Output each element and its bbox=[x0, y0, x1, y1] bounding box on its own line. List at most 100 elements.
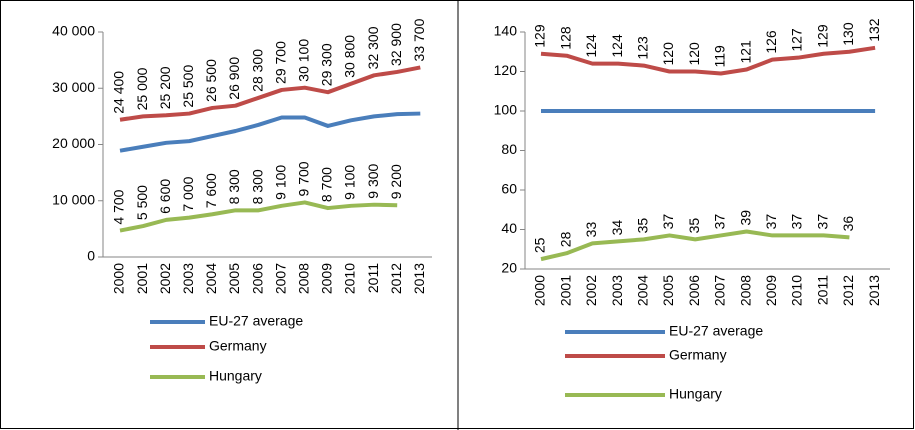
data-label: 9 700 bbox=[296, 161, 312, 196]
series-line bbox=[119, 200, 398, 233]
y-tick-label: 30 000 bbox=[52, 79, 95, 95]
series-line bbox=[119, 65, 421, 122]
data-label: 26 900 bbox=[226, 57, 242, 100]
x-tick-label: 2006 bbox=[686, 275, 702, 306]
data-label: 25 bbox=[532, 237, 548, 253]
series-line bbox=[119, 111, 421, 153]
x-tick-label: 2000 bbox=[111, 263, 127, 294]
x-tick-label: 2013 bbox=[866, 275, 882, 306]
data-label: 34 bbox=[609, 220, 625, 236]
data-label: 6 600 bbox=[157, 179, 173, 214]
data-label: 33 bbox=[583, 222, 599, 238]
x-tick-label: 2005 bbox=[226, 263, 242, 294]
data-label: 30 800 bbox=[342, 35, 358, 78]
data-label: 124 bbox=[609, 34, 625, 58]
x-tick-label: 2011 bbox=[365, 263, 381, 293]
y-tick-label: 0 bbox=[87, 248, 95, 264]
x-tick-label: 2012 bbox=[840, 275, 856, 306]
y-tick-label: 60 bbox=[501, 181, 517, 197]
data-label: 129 bbox=[814, 24, 830, 48]
data-label: 25 500 bbox=[180, 65, 196, 108]
x-tick-label: 2003 bbox=[180, 263, 196, 294]
y-tick-label: 120 bbox=[494, 62, 518, 78]
data-label: 126 bbox=[763, 30, 779, 54]
data-label: 8 700 bbox=[319, 167, 335, 202]
data-label: 32 900 bbox=[388, 23, 404, 66]
data-label: 9 200 bbox=[388, 164, 404, 199]
data-label: 127 bbox=[789, 28, 805, 52]
x-tick-label: 2007 bbox=[712, 275, 728, 306]
legend-label: Hungary bbox=[669, 386, 722, 402]
data-label: 25 200 bbox=[157, 66, 173, 109]
data-label: 28 300 bbox=[249, 49, 265, 92]
data-label: 120 bbox=[686, 42, 702, 66]
legend-label: EU-27 average bbox=[669, 323, 763, 339]
legend-label: Hungary bbox=[209, 368, 262, 384]
data-label: 32 300 bbox=[365, 26, 381, 69]
data-label: 37 bbox=[789, 214, 805, 230]
data-label: 128 bbox=[557, 26, 573, 50]
data-label: 130 bbox=[840, 22, 856, 46]
x-tick-label: 2013 bbox=[411, 263, 427, 294]
x-tick-label: 2002 bbox=[583, 275, 599, 306]
y-tick-label: 20 000 bbox=[52, 135, 95, 151]
data-label: 129 bbox=[532, 24, 548, 48]
data-label: 37 bbox=[763, 214, 779, 230]
data-label: 37 bbox=[814, 214, 830, 230]
legend-label: Germany bbox=[669, 347, 727, 363]
x-tick-label: 2006 bbox=[249, 263, 265, 294]
data-label: 36 bbox=[840, 216, 856, 232]
x-tick-label: 2008 bbox=[296, 263, 312, 294]
data-label: 37 bbox=[660, 214, 676, 230]
x-tick-label: 2010 bbox=[789, 275, 805, 306]
x-tick-label: 2004 bbox=[203, 263, 219, 294]
x-tick-label: 2004 bbox=[635, 275, 651, 306]
x-tick-label: 2008 bbox=[737, 275, 753, 306]
x-tick-label: 2001 bbox=[134, 263, 150, 294]
data-label: 29 300 bbox=[319, 43, 335, 86]
data-label: 124 bbox=[583, 34, 599, 58]
data-label: 35 bbox=[635, 218, 651, 234]
data-label: 29 700 bbox=[272, 41, 288, 84]
x-tick-label: 2002 bbox=[157, 263, 173, 294]
data-label: 8 300 bbox=[249, 169, 265, 204]
data-label: 28 bbox=[557, 231, 573, 247]
x-tick-label: 2009 bbox=[319, 263, 335, 294]
data-label: 35 bbox=[686, 218, 702, 234]
x-tick-label: 2011 bbox=[814, 275, 830, 305]
data-label: 132 bbox=[866, 18, 882, 42]
x-tick-label: 2009 bbox=[763, 275, 779, 306]
y-tick-label: 100 bbox=[494, 102, 518, 118]
data-label: 7 000 bbox=[180, 176, 196, 211]
data-label: 39 bbox=[737, 210, 753, 226]
data-label: 33 700 bbox=[411, 18, 427, 61]
y-tick-label: 40 bbox=[501, 220, 517, 236]
data-label: 7 600 bbox=[203, 173, 219, 208]
x-tick-label: 2005 bbox=[660, 275, 676, 306]
y-tick-label: 10 000 bbox=[52, 191, 95, 207]
data-label: 119 bbox=[712, 45, 728, 68]
legend-label: EU-27 average bbox=[209, 313, 303, 329]
series-line bbox=[540, 229, 850, 262]
data-label: 9 300 bbox=[365, 163, 381, 198]
data-label: 25 000 bbox=[134, 67, 150, 110]
data-label: 123 bbox=[635, 36, 651, 60]
data-label: 4 700 bbox=[111, 189, 127, 224]
y-tick-label: 40 000 bbox=[52, 23, 95, 39]
x-tick-label: 2001 bbox=[557, 275, 573, 306]
x-tick-label: 2010 bbox=[342, 263, 358, 294]
data-label: 9 100 bbox=[342, 165, 358, 200]
data-label: 120 bbox=[660, 42, 676, 66]
data-label: 26 500 bbox=[203, 59, 219, 102]
data-label: 37 bbox=[712, 214, 728, 230]
y-tick-label: 80 bbox=[501, 141, 517, 157]
data-label: 24 400 bbox=[111, 71, 127, 114]
x-tick-label: 2003 bbox=[609, 275, 625, 306]
legend-label: Germany bbox=[209, 338, 267, 354]
data-label: 30 100 bbox=[296, 39, 312, 82]
y-tick-label: 20 bbox=[501, 260, 517, 276]
y-tick-label: 140 bbox=[494, 23, 518, 39]
series-line bbox=[540, 45, 876, 76]
data-label: 5 500 bbox=[134, 185, 150, 220]
